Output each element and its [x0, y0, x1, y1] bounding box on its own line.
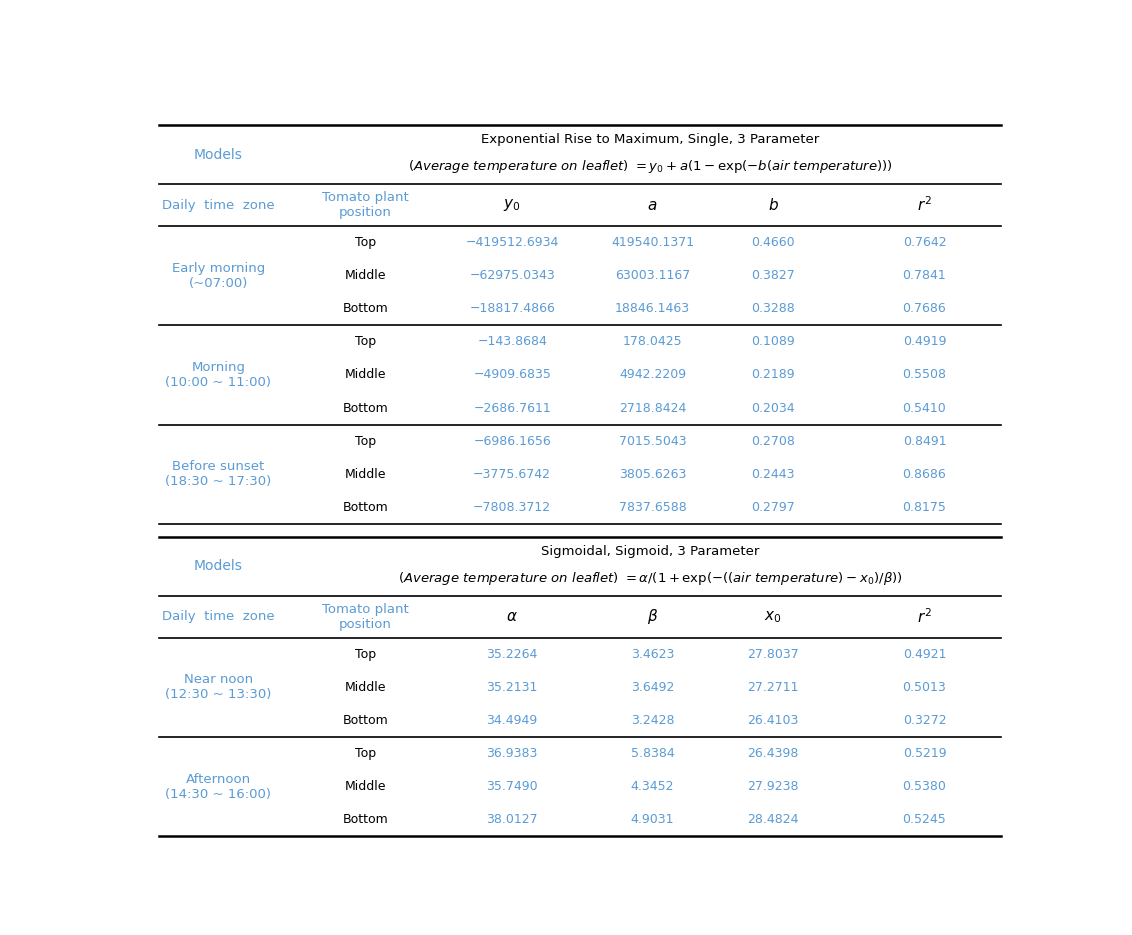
- Text: 0.2708: 0.2708: [752, 435, 795, 448]
- Text: 0.5508: 0.5508: [902, 368, 946, 381]
- Text: 0.7686: 0.7686: [902, 302, 946, 315]
- Text: 35.7490: 35.7490: [487, 781, 538, 793]
- Text: −4909.6835: −4909.6835: [473, 368, 551, 381]
- Text: 27.8037: 27.8037: [747, 648, 799, 661]
- Text: 0.5245: 0.5245: [902, 813, 946, 827]
- Text: 38.0127: 38.0127: [487, 813, 538, 827]
- Text: 7015.5043: 7015.5043: [619, 435, 686, 448]
- Text: Morning
(10:00 ~ 11:00): Morning (10:00 ~ 11:00): [165, 361, 272, 389]
- Text: 5.8384: 5.8384: [631, 747, 675, 760]
- Text: 0.3827: 0.3827: [752, 269, 795, 282]
- Text: 0.2797: 0.2797: [752, 501, 795, 514]
- Text: Tomato plant
position: Tomato plant position: [321, 191, 409, 219]
- Text: 0.2189: 0.2189: [752, 368, 795, 381]
- Text: $\it{a}$: $\it{a}$: [648, 197, 658, 212]
- Text: Top: Top: [354, 336, 376, 349]
- Text: 4942.2209: 4942.2209: [619, 368, 686, 381]
- Text: 27.9238: 27.9238: [747, 781, 799, 793]
- Text: ($\it{Average\ temperature\ on\ leaflet}$)$\ =y_0+a(1-\mathrm{exp}(-b(\it{air\ t: ($\it{Average\ temperature\ on\ leaflet}…: [408, 158, 893, 176]
- Text: 26.4103: 26.4103: [747, 714, 799, 727]
- Text: 0.5410: 0.5410: [902, 402, 946, 414]
- Text: 419540.1371: 419540.1371: [611, 236, 694, 249]
- Text: $\it{b}$: $\it{b}$: [767, 197, 779, 213]
- Text: Sigmoidal, Sigmoid, 3 Parameter: Sigmoidal, Sigmoid, 3 Parameter: [541, 545, 760, 558]
- Text: Before sunset
(18:30 ~ 17:30): Before sunset (18:30 ~ 17:30): [165, 460, 272, 488]
- Text: $\it{r}^2$: $\it{r}^2$: [917, 195, 932, 214]
- Text: −2686.7611: −2686.7611: [473, 402, 551, 414]
- Text: 36.9383: 36.9383: [487, 747, 538, 760]
- Text: Early morning
(~07:00): Early morning (~07:00): [172, 262, 265, 290]
- Text: 0.5013: 0.5013: [902, 681, 946, 694]
- Text: 0.2443: 0.2443: [752, 468, 795, 481]
- Text: 0.2034: 0.2034: [752, 402, 795, 414]
- Text: 63003.1167: 63003.1167: [615, 269, 691, 282]
- Text: 27.2711: 27.2711: [747, 681, 799, 694]
- Text: 0.8491: 0.8491: [902, 435, 946, 448]
- Text: 18846.1463: 18846.1463: [615, 302, 691, 315]
- Text: 0.7841: 0.7841: [902, 269, 946, 282]
- Text: −6986.1656: −6986.1656: [473, 435, 551, 448]
- Text: Bottom: Bottom: [342, 813, 388, 827]
- Text: Daily  time  zone: Daily time zone: [162, 611, 275, 624]
- Text: Models: Models: [194, 559, 242, 573]
- Text: Bottom: Bottom: [342, 402, 388, 414]
- Text: Top: Top: [354, 435, 376, 448]
- Text: 0.4660: 0.4660: [752, 236, 795, 249]
- Text: 0.4919: 0.4919: [902, 336, 946, 349]
- Text: Afternoon
(14:30 ~ 16:00): Afternoon (14:30 ~ 16:00): [165, 773, 272, 800]
- Text: Middle: Middle: [344, 781, 386, 793]
- Text: 0.1089: 0.1089: [752, 336, 795, 349]
- Text: 3.6492: 3.6492: [631, 681, 675, 694]
- Text: −3775.6742: −3775.6742: [473, 468, 551, 481]
- Text: $\it{x}_0$: $\it{x}_0$: [764, 609, 782, 625]
- Text: 28.4824: 28.4824: [747, 813, 799, 827]
- Text: $\it{r}^2$: $\it{r}^2$: [917, 608, 932, 626]
- Text: Tomato plant
position: Tomato plant position: [321, 603, 409, 631]
- Text: Near noon
(12:30 ~ 13:30): Near noon (12:30 ~ 13:30): [165, 673, 272, 701]
- Text: −7808.3712: −7808.3712: [473, 501, 551, 514]
- Text: −143.8684: −143.8684: [478, 336, 547, 349]
- Text: 4.9031: 4.9031: [631, 813, 675, 827]
- Text: 0.8175: 0.8175: [902, 501, 946, 514]
- Text: $\it{\alpha}$: $\it{\alpha}$: [506, 610, 518, 625]
- Text: Middle: Middle: [344, 269, 386, 282]
- Text: Bottom: Bottom: [342, 302, 388, 315]
- Text: −18817.4866: −18817.4866: [470, 302, 555, 315]
- Text: $\it{\beta}$: $\it{\beta}$: [646, 608, 658, 626]
- Text: 35.2264: 35.2264: [487, 648, 538, 661]
- Text: 0.5219: 0.5219: [902, 747, 946, 760]
- Text: Bottom: Bottom: [342, 714, 388, 727]
- Text: Bottom: Bottom: [342, 501, 388, 514]
- Text: Daily  time  zone: Daily time zone: [162, 198, 275, 211]
- Text: 2718.8424: 2718.8424: [619, 402, 686, 414]
- Text: ($\it{Average\ temperature\ on\ leaflet}$)$\ =\alpha/(1+\mathrm{exp}(-((\it{air\: ($\it{Average\ temperature\ on\ leaflet}…: [398, 570, 902, 587]
- Text: 3.4623: 3.4623: [631, 648, 675, 661]
- Text: Middle: Middle: [344, 468, 386, 481]
- Text: 3805.6263: 3805.6263: [619, 468, 686, 481]
- Text: Models: Models: [194, 148, 242, 162]
- Text: 35.2131: 35.2131: [487, 681, 538, 694]
- Text: 0.8686: 0.8686: [902, 468, 946, 481]
- Text: 178.0425: 178.0425: [623, 336, 683, 349]
- Text: Top: Top: [354, 648, 376, 661]
- Text: Middle: Middle: [344, 368, 386, 381]
- Text: Top: Top: [354, 236, 376, 249]
- Text: 3.2428: 3.2428: [631, 714, 675, 727]
- Text: 7837.6588: 7837.6588: [619, 501, 686, 514]
- Text: 0.7642: 0.7642: [902, 236, 946, 249]
- Text: 0.5380: 0.5380: [902, 781, 946, 793]
- Text: Middle: Middle: [344, 681, 386, 694]
- Text: 0.4921: 0.4921: [902, 648, 946, 661]
- Text: Top: Top: [354, 747, 376, 760]
- Text: 4.3452: 4.3452: [631, 781, 675, 793]
- Text: −62975.0343: −62975.0343: [470, 269, 555, 282]
- Text: −419512.6934: −419512.6934: [465, 236, 559, 249]
- Text: 34.4949: 34.4949: [487, 714, 538, 727]
- Text: Exponential Rise to Maximum, Single, 3 Parameter: Exponential Rise to Maximum, Single, 3 P…: [481, 133, 820, 146]
- Text: 26.4398: 26.4398: [747, 747, 799, 760]
- Text: 0.3288: 0.3288: [752, 302, 795, 315]
- Text: $\it{y_0}$: $\it{y_0}$: [504, 197, 521, 213]
- Text: 0.3272: 0.3272: [902, 714, 946, 727]
